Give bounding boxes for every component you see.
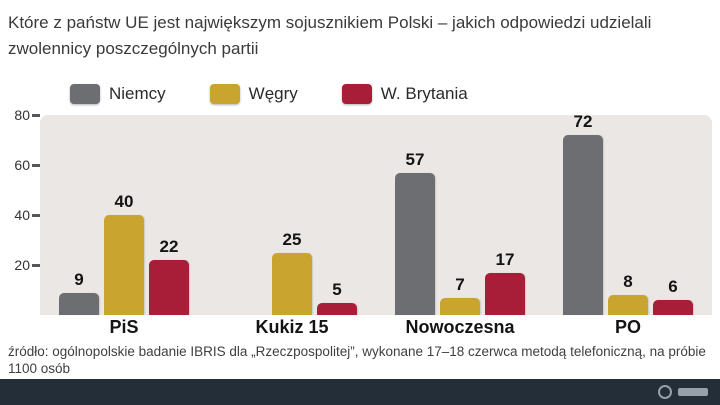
bar-value-label: 40 bbox=[114, 192, 134, 211]
bar-value-label: 22 bbox=[159, 237, 179, 256]
legend-swatch-w-gry bbox=[209, 84, 240, 104]
category-labels: PiS Kukiz 15 Nowoczesna PO bbox=[40, 317, 712, 341]
bar-w-gry-pis bbox=[104, 215, 144, 315]
bar-value-label: 5 bbox=[332, 279, 342, 299]
bar-niemcy-po bbox=[563, 135, 603, 315]
y-tick-label: 40 bbox=[14, 207, 30, 223]
source-note: źródło: ogólnopolskie badanie IBRIS dla … bbox=[8, 344, 706, 376]
bar-w-brytania-po bbox=[653, 300, 693, 315]
bar-value-label: 8 bbox=[623, 272, 633, 291]
y-tick-label: 80 bbox=[14, 107, 30, 123]
bar-w-gry-nowoczesna bbox=[440, 297, 480, 315]
bar-value-label: 9 bbox=[74, 269, 84, 289]
legend-item-w-brytania: W. Brytania bbox=[341, 84, 468, 104]
legend-swatch-niemcy bbox=[70, 84, 100, 104]
rp-logo-wordmark-icon bbox=[678, 388, 708, 396]
bar-niemcy-pis bbox=[59, 292, 99, 315]
rp-logo-ring-icon bbox=[658, 385, 672, 399]
legend: Niemcy Węgry W. Brytania bbox=[70, 84, 468, 104]
legend-item-niemcy: Niemcy bbox=[70, 84, 166, 104]
y-tick-mark bbox=[32, 164, 40, 167]
bar-value-label: 72 bbox=[573, 112, 593, 131]
bar-value-label: 57 bbox=[405, 149, 425, 169]
legend-item-w-gry: Węgry bbox=[209, 84, 298, 104]
category-label-po: PO bbox=[614, 317, 641, 337]
bar-niemcy-nowoczesna bbox=[395, 172, 435, 315]
bar-w-gry-po bbox=[608, 295, 648, 315]
y-tick-mark bbox=[32, 264, 40, 267]
legend-label: W. Brytania bbox=[380, 84, 468, 103]
category-label-pis: PiS bbox=[109, 317, 139, 337]
chart: 9 40 22 25 5 57 7 17 72 8 6 20 40 60 80 bbox=[0, 107, 720, 315]
legend-label: Niemcy bbox=[109, 84, 166, 103]
plot-area: 9 40 22 25 5 57 7 17 72 8 6 bbox=[40, 112, 712, 315]
bar-value-label: 7 bbox=[455, 274, 465, 294]
y-tick-label: 60 bbox=[14, 157, 30, 173]
bar-w-brytania-pis bbox=[149, 260, 189, 315]
y-tick-mark bbox=[32, 114, 40, 117]
bar-value-label: 17 bbox=[495, 249, 515, 269]
bar-w-brytania-kukiz-15 bbox=[317, 302, 357, 315]
category-label-kukiz-15: Kukiz 15 bbox=[255, 317, 329, 337]
bar-w-brytania-nowoczesna bbox=[485, 272, 525, 315]
bar-value-label: 25 bbox=[282, 229, 302, 249]
rp-logo bbox=[658, 385, 708, 399]
category-label-nowoczesna: Nowoczesna bbox=[405, 317, 515, 337]
footer-bar bbox=[0, 379, 720, 405]
bar-value-label: 6 bbox=[668, 277, 678, 296]
legend-label: Węgry bbox=[248, 84, 298, 103]
chart-title: Które z państw UE jest największym sojus… bbox=[8, 13, 652, 58]
y-tick-mark bbox=[32, 214, 40, 217]
y-tick-label: 20 bbox=[14, 257, 30, 273]
legend-swatch-w-brytania bbox=[341, 84, 372, 104]
bar-w-gry-kukiz-15 bbox=[272, 252, 312, 315]
